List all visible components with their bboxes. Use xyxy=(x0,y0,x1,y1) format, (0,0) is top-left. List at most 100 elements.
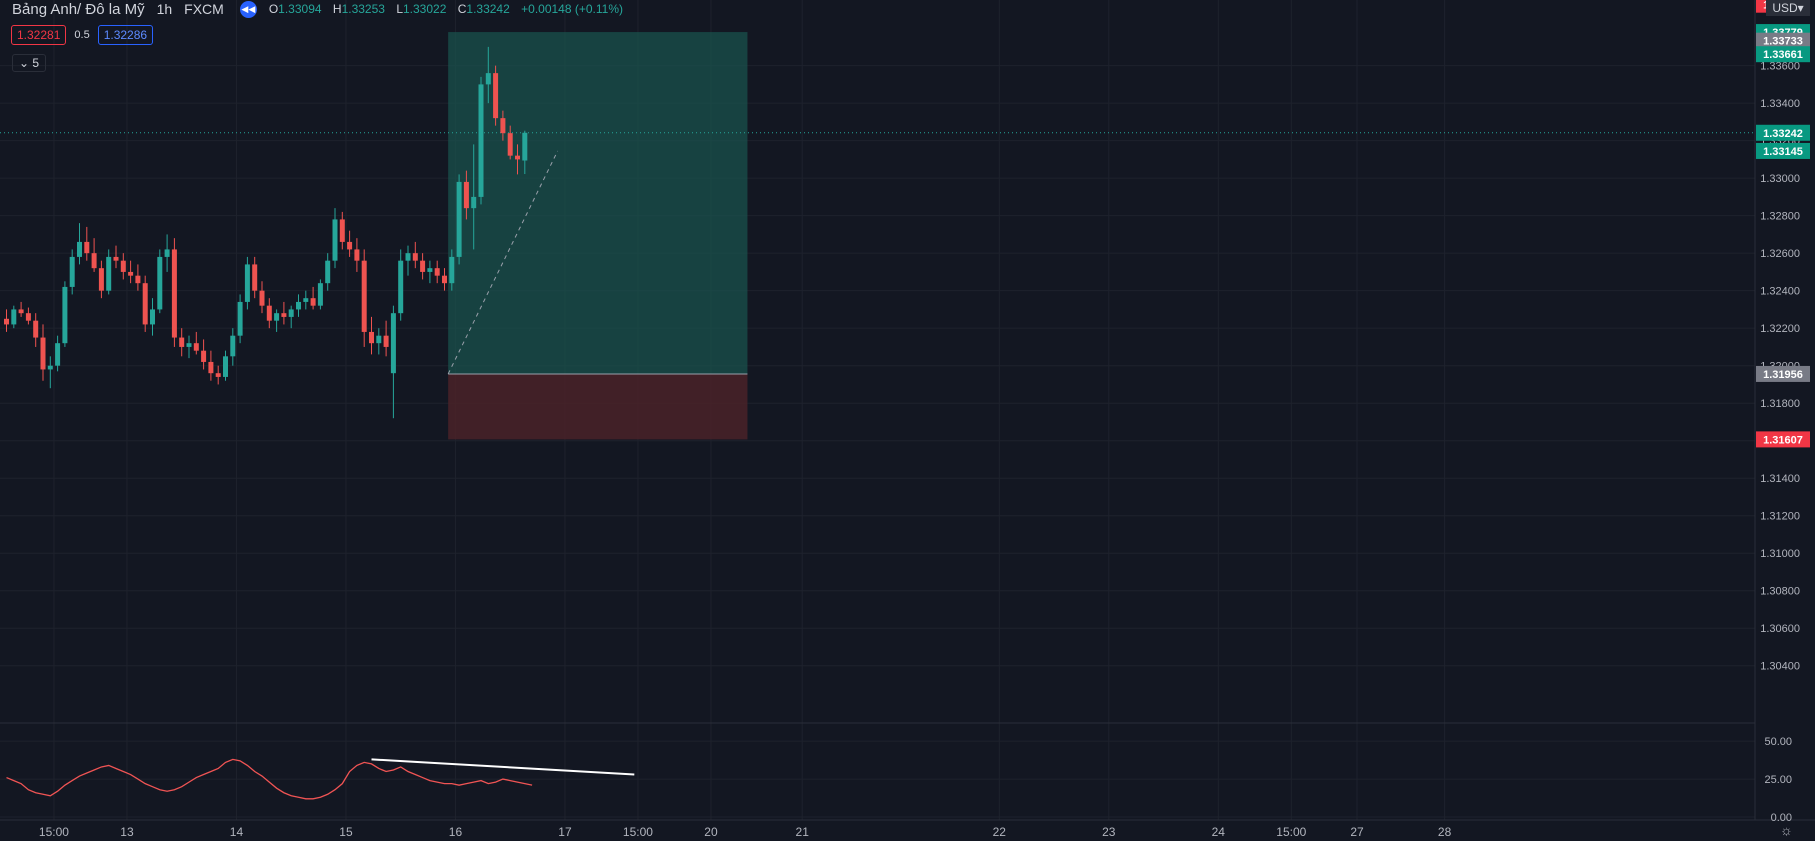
price-badge-box xyxy=(1756,32,1810,49)
price-tick-label: 1.33400 xyxy=(1760,98,1800,110)
candle-body xyxy=(164,249,170,257)
time-tick-label: 23 xyxy=(1102,825,1116,839)
candle-body xyxy=(113,256,119,261)
candle-body xyxy=(171,249,177,338)
candle-body xyxy=(332,219,338,261)
candle-body xyxy=(223,356,228,377)
oscillator-trend-line xyxy=(371,758,635,776)
price-badge: 1.31956 xyxy=(1756,365,1810,382)
candle-body xyxy=(47,365,53,370)
candle-body xyxy=(507,133,513,156)
chevron-down-icon: ⌄ xyxy=(19,56,30,70)
candle-body xyxy=(98,268,104,291)
candle-body xyxy=(25,313,31,321)
price-badge: 1.31607 xyxy=(1756,431,1810,448)
candle-body xyxy=(237,301,243,336)
candle-body xyxy=(11,309,17,325)
candle-body xyxy=(471,196,477,209)
price-badge: 1.33733 xyxy=(1756,32,1810,49)
price-badge-label: 1.33733 xyxy=(1763,36,1803,48)
price-badge-box xyxy=(1756,431,1810,448)
time-tick-label: 27 xyxy=(1350,825,1364,839)
price-badge-label: 1.33242 xyxy=(1763,128,1803,140)
time-tick-label: 17 xyxy=(558,825,572,839)
candle-body xyxy=(493,73,499,119)
candle-body xyxy=(456,181,462,257)
candle-body xyxy=(179,337,185,347)
candle-body xyxy=(398,260,404,314)
price-tick-label: 1.32800 xyxy=(1760,211,1800,223)
time-tick-label: 21 xyxy=(796,825,810,839)
candle-body xyxy=(434,268,440,276)
oscillator-line xyxy=(6,758,533,800)
candle-body xyxy=(296,301,301,310)
candle-body xyxy=(266,305,272,321)
buy-button[interactable]: 1.32286 xyxy=(97,25,154,45)
price-tick-label: 1.32600 xyxy=(1760,248,1800,260)
candle-body xyxy=(449,256,455,284)
price-badge-box xyxy=(1756,142,1810,159)
price-badge-label: 1.31956 xyxy=(1763,369,1803,381)
time-tick-label: 20 xyxy=(704,825,718,839)
price-tick-label: 1.33600 xyxy=(1760,61,1800,73)
candle-body xyxy=(442,275,447,284)
price-badge: 1.33661 xyxy=(1756,46,1810,63)
candle-body xyxy=(427,268,433,272)
time-tick-label: 15:00 xyxy=(1276,825,1306,839)
price-badge-label: 1.33661 xyxy=(1763,49,1803,61)
candle-body xyxy=(347,241,353,250)
sell-button[interactable]: 1.32281 xyxy=(11,25,67,45)
time-tick-label: 13 xyxy=(120,825,134,839)
price-tick-label: 1.31800 xyxy=(1760,398,1800,410)
indicators-count: 5 xyxy=(32,56,40,70)
price-badge: 1.33145 xyxy=(1756,142,1810,159)
price-tick-label: 1.31000 xyxy=(1760,548,1800,560)
time-tick-label: 22 xyxy=(993,825,1007,839)
indicators-toggle-button[interactable]: ⌄ 5 xyxy=(12,54,47,72)
candle-body xyxy=(201,350,207,362)
currency-selector[interactable]: USD▾ xyxy=(1766,0,1810,16)
oscillator-tick-label: 50.00 xyxy=(1764,736,1792,748)
gear-icon[interactable]: ☼ xyxy=(1780,822,1793,838)
oscillator-tick-label: 25.00 xyxy=(1764,774,1792,786)
candle-body xyxy=(135,275,141,284)
candle-body xyxy=(150,309,155,325)
symbol-name[interactable]: Bảng Anh/ Đô la Mỹ xyxy=(12,0,145,18)
candle-body xyxy=(339,219,345,242)
candle-body xyxy=(4,318,9,325)
candle-body xyxy=(515,155,520,160)
candle-body xyxy=(40,337,46,370)
candle-body xyxy=(485,73,491,85)
stop-zone xyxy=(448,373,748,440)
price-badge-label: 1.33145 xyxy=(1763,146,1803,158)
candle-body xyxy=(420,260,426,272)
replay-icon[interactable]: ◀◀ xyxy=(239,0,257,18)
price-tick-label: 1.30800 xyxy=(1760,586,1800,598)
price-tick-label: 1.30400 xyxy=(1760,661,1800,673)
candle-body xyxy=(478,84,484,197)
price-badge-box xyxy=(1756,365,1810,382)
candle-body xyxy=(193,343,199,351)
candle-body xyxy=(33,320,39,338)
price-tick-label: 1.30600 xyxy=(1760,623,1800,635)
price-tick-label: 1.33000 xyxy=(1760,173,1800,185)
open-value: 1.33094 xyxy=(278,2,322,16)
time-tick-label: 15 xyxy=(339,825,353,839)
price-tick-label: 1.31400 xyxy=(1760,473,1800,485)
candle-body xyxy=(230,335,236,357)
candle-body xyxy=(208,361,214,374)
price-badge: 1.33242 xyxy=(1756,124,1810,141)
candle-body xyxy=(369,331,374,344)
interval-label[interactable]: 1h xyxy=(156,1,173,17)
candle-body xyxy=(106,256,112,291)
time-tick-label: 15:00 xyxy=(623,825,653,839)
time-tick-label: 28 xyxy=(1438,825,1452,839)
time-tick-label: 16 xyxy=(449,825,463,839)
change-value: +0.00148 (+0.11%) xyxy=(521,2,623,16)
price-tick-label: 1.31200 xyxy=(1760,511,1800,523)
quote-widget: 1.32281 0.5 1.32286 xyxy=(11,25,154,45)
candle-body xyxy=(244,264,250,302)
chevron-down-icon: ▾ xyxy=(1797,1,1804,15)
candle-body xyxy=(252,264,258,291)
